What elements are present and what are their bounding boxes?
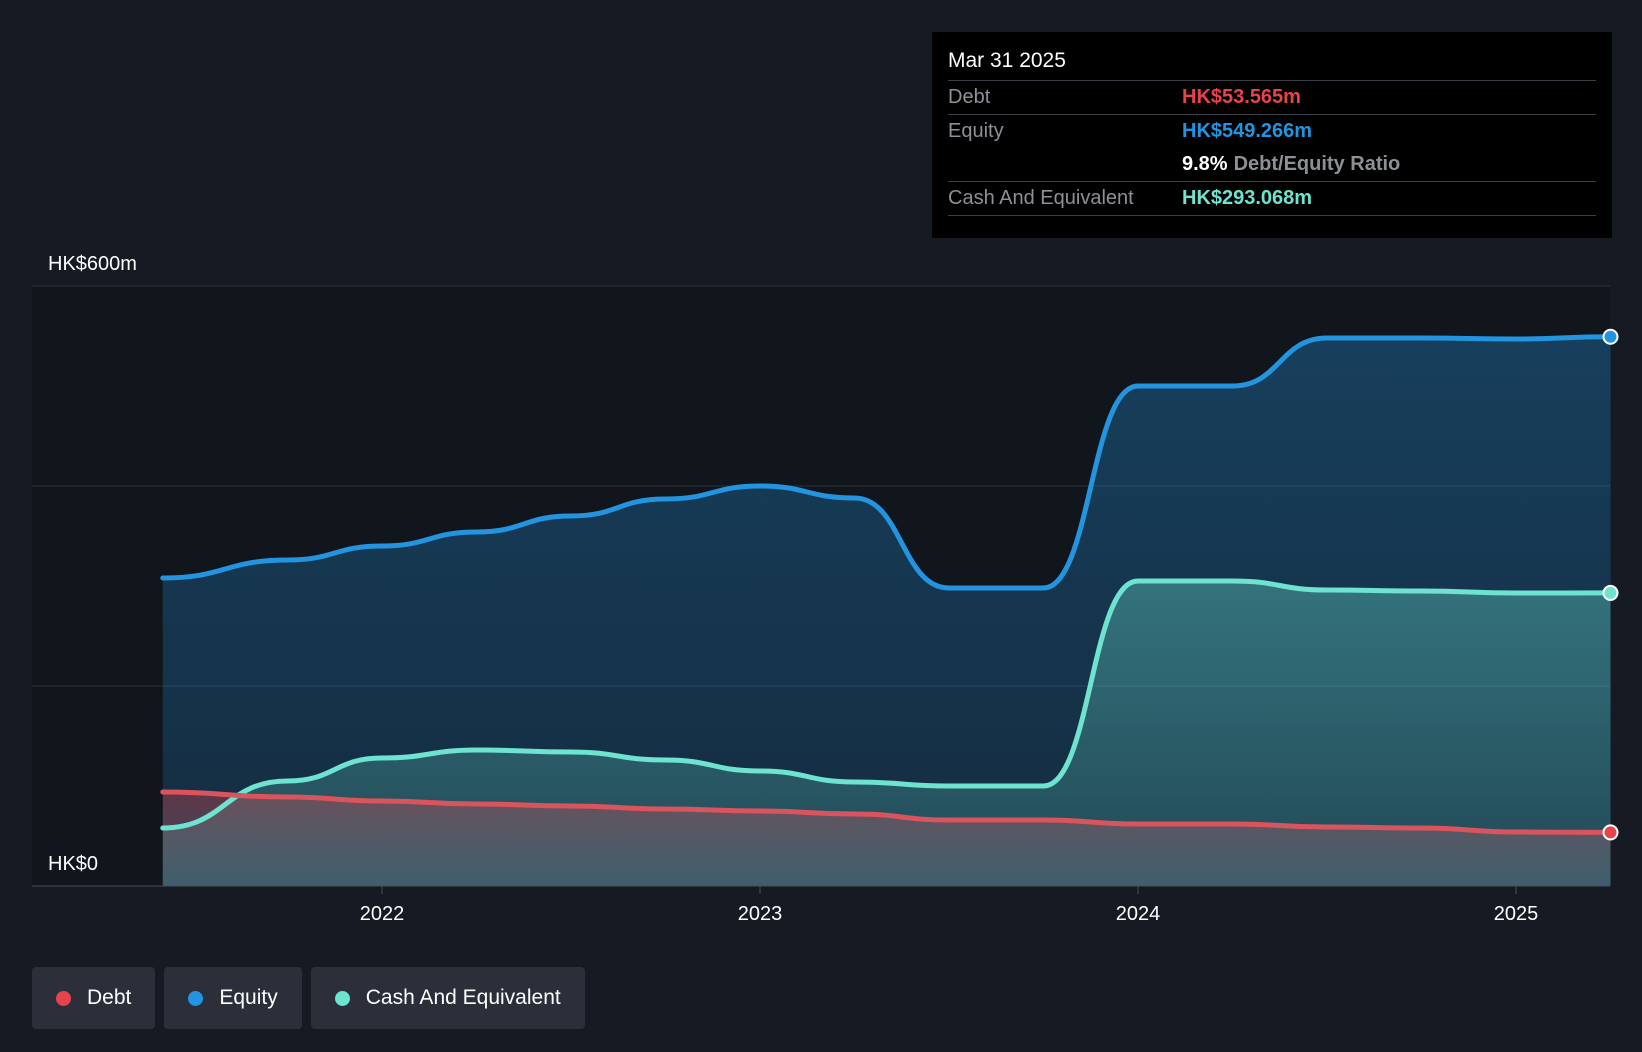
tooltip-ratio-label: Debt/Equity Ratio — [1233, 153, 1401, 175]
tooltip-value: HK$549.266m — [1182, 120, 1313, 142]
dot-icon — [334, 990, 350, 1006]
line-equity — [160, 334, 1613, 591]
x-tick-label-2024: 2024 — [1116, 903, 1161, 925]
tooltip-value: HK$293.068m — [1182, 187, 1313, 209]
x-axis-ticks: 2022 2023 2024 2025 — [360, 886, 1539, 925]
series-end-dots — [1602, 328, 1619, 841]
legend-item-equity[interactable]: Equity — [164, 967, 302, 1029]
legend-label: Debt — [87, 986, 132, 1009]
line-debt — [160, 789, 1613, 835]
tooltip-row-cash: Cash And Equivalent HK$293.068m — [948, 181, 1596, 216]
dot-icon — [188, 990, 204, 1006]
tooltip-row-debt: Debt HK$53.565m — [948, 80, 1596, 114]
tooltip-value: HK$53.565m — [1182, 86, 1301, 108]
area-debt — [162, 792, 1611, 886]
dot-icon — [56, 990, 71, 1006]
legend-item-debt[interactable]: Debt — [32, 967, 156, 1029]
tooltip-ratio: 9.8% Debt/Equity Ratio — [1182, 148, 1400, 181]
y-axis-top-label: HK$600m — [48, 253, 137, 275]
tooltip-date: Mar 31 2025 — [948, 49, 1066, 72]
tooltip-row-ratio: 9.8% Debt/Equity Ratio — [948, 148, 1596, 181]
tooltip-key — [948, 148, 1182, 181]
legend-label: Equity — [219, 986, 278, 1009]
end-point-equity — [1602, 328, 1619, 345]
legend-item-cash[interactable]: Cash And Equivalent — [310, 967, 585, 1029]
end-point-debt — [1602, 824, 1619, 841]
tooltip-key: Debt — [948, 86, 991, 108]
tooltip-row-equity: Equity HK$549.266m — [948, 114, 1596, 148]
tooltip-ratio-value: 9.8% — [1182, 153, 1228, 175]
tooltip-panel: Mar 31 2025 Debt HK$53.565m Equity HK$54… — [932, 32, 1612, 238]
end-point-cash — [1602, 584, 1619, 601]
series-lines — [160, 334, 1613, 835]
tooltip-key: Cash And Equivalent — [948, 187, 1134, 209]
x-tick-label-2022: 2022 — [360, 903, 405, 925]
line-cash — [160, 578, 1613, 831]
legend-label: Cash And Equivalent — [365, 986, 561, 1009]
y-axis-bottom-label: HK$0 — [48, 853, 98, 875]
chart-legend: Debt Equity Cash And Equivalent — [32, 967, 585, 1029]
tooltip-key: Equity — [948, 120, 1004, 142]
x-tick-label-2023: 2023 — [738, 903, 783, 925]
x-tick-label-2025: 2025 — [1494, 903, 1539, 925]
